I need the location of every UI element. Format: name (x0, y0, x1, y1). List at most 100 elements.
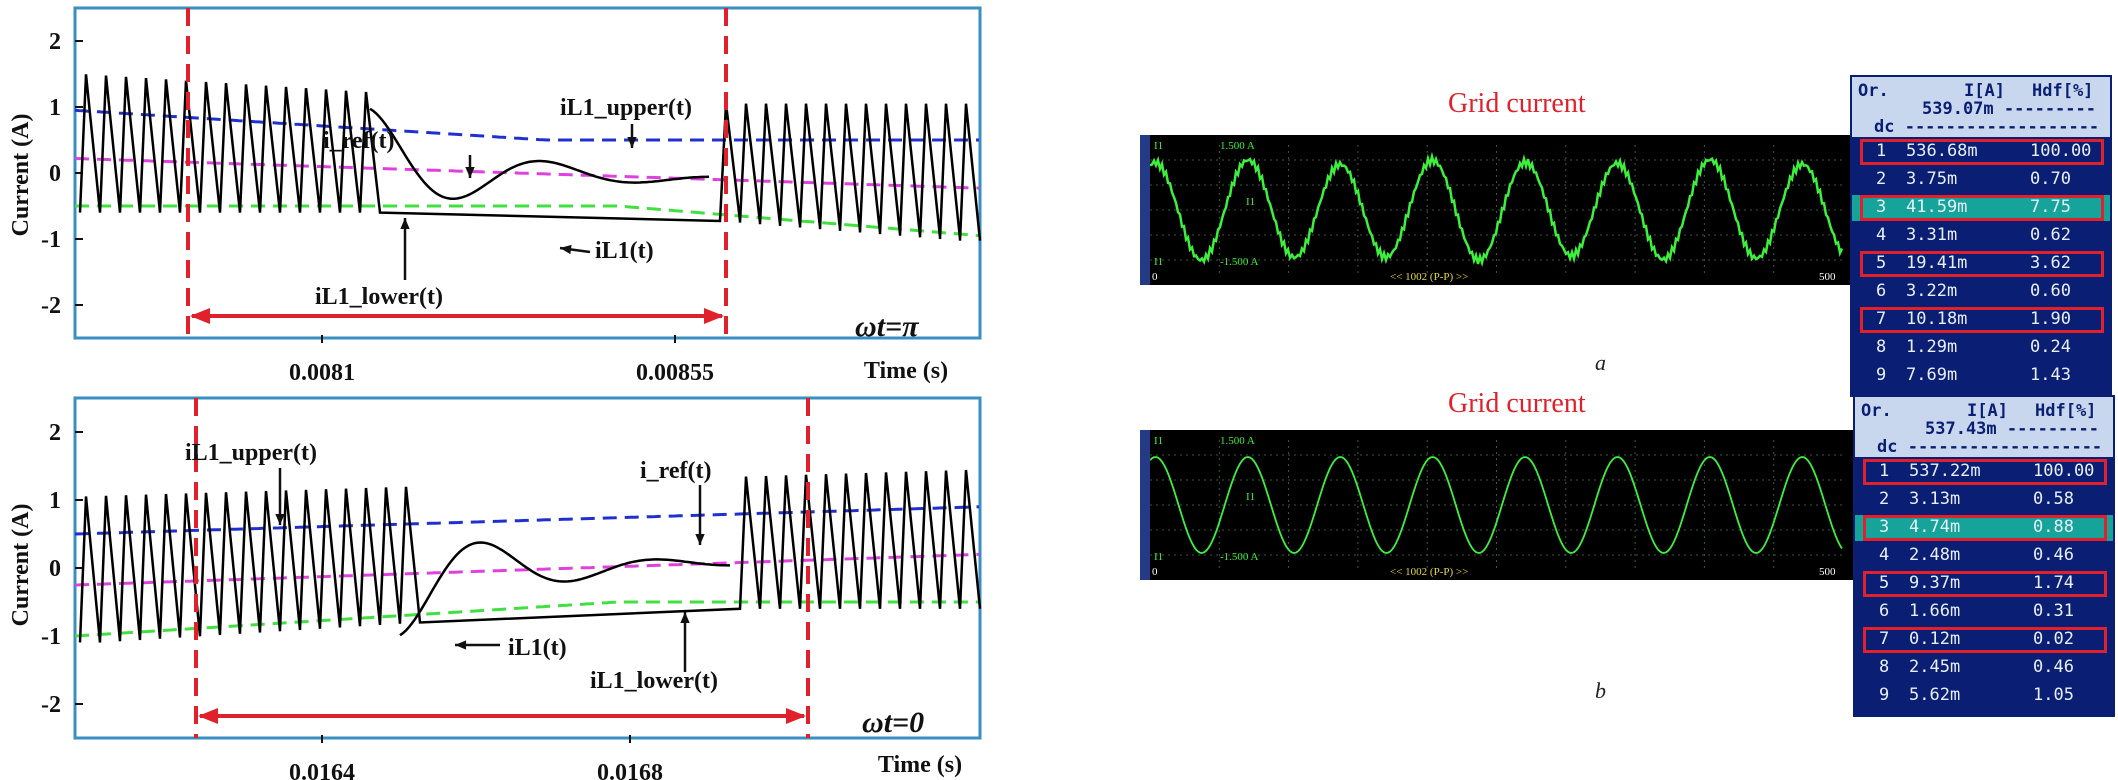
harmonic-row: 3 41.59m 7.75 (1852, 195, 2110, 221)
chart1-annot-iref: i_ref(t) (323, 128, 395, 154)
scope-footer: << 1002 (P-P) >> (1390, 271, 1468, 283)
harmonic-hdf: 0.60 (2030, 281, 2071, 301)
harmonic-row: 9 5.62m 1.05 (1855, 683, 2113, 709)
scope-scale-top: 1.500 A (1220, 140, 1255, 152)
c2-iL1-series (78, 469, 982, 643)
annotation-arrow-head (465, 166, 475, 178)
c1-iL1-transient (369, 107, 710, 201)
c1-ytick-label: -2 (41, 293, 61, 319)
column-header: Hdf[%] (2035, 401, 2097, 421)
scope-top-label: I1 (1154, 435, 1163, 447)
harmonic-current: 3.22m (1906, 281, 1958, 301)
chart1-x-label: Time (s) (864, 358, 948, 384)
c2-iL1-transient (399, 541, 730, 637)
harmonic-order: 6 (1879, 601, 1890, 621)
caption-a: a (1595, 350, 1606, 375)
harmonic-current: 2.48m (1909, 545, 1961, 565)
harmonic-order: 5 (1879, 573, 1890, 593)
highlight-box (1860, 195, 2104, 221)
c2-xtick-label: 0.0168 (597, 760, 663, 780)
harmonic-hdf: 0.46 (2033, 545, 2074, 565)
harmonic-current: 3.75m (1906, 169, 1958, 189)
c1-arrow-head-left (190, 308, 210, 324)
chart2-annot-il1: iL1(t) (508, 635, 567, 661)
harmonic-current: 19.41m (1906, 253, 1968, 273)
chart1-y-ticks: 2 1 0 -1 -2 (41, 29, 83, 319)
scope-mid-label: I1 (1246, 196, 1255, 208)
c2-ytick-label: -2 (41, 692, 61, 718)
table-header: Or. I[A] Hdf[%] 539.07m --------- dc -------… (1852, 77, 2110, 137)
harmonic-order: 9 (1879, 685, 1890, 705)
highlight-box (1863, 571, 2107, 597)
table-header: Or. I[A] Hdf[%] 537.43m --------- dc -------… (1855, 397, 2113, 457)
c2-lower-series (74, 600, 979, 638)
c1-upper-series (74, 108, 979, 142)
chart2-lines (74, 469, 982, 643)
c1-xtick-label: 0.0081 (289, 360, 355, 386)
harmonic-hdf: 1.43 (2030, 365, 2071, 385)
harmonic-row: 6 1.66m 0.31 (1855, 599, 2113, 625)
annotation-arrow-head (275, 513, 285, 525)
harmonic-current: 3.31m (1906, 225, 1958, 245)
harmonic-current: 0.12m (1909, 629, 1961, 649)
harmonic-current: 9.37m (1909, 573, 1961, 593)
scope-b-plot: I1 1.500 A I1 -1.500 A I1 << 1002 (P-P) >> 0 50… (1149, 435, 1843, 578)
c2-ytick-label: 2 (49, 420, 61, 446)
c2-upper-series (74, 505, 980, 536)
grid-current-title-b: Grid current (1448, 388, 1586, 419)
harmonic-order: 6 (1876, 281, 1887, 301)
harmonic-current: 41.59m (1906, 197, 1968, 217)
harmonic-order: 1 (1879, 461, 1890, 481)
harmonic-order: 8 (1876, 337, 1887, 357)
harmonic-table-b: Or. I[A] Hdf[%] 537.43m --------- dc -------… (1853, 395, 2115, 717)
scope-x-start: 0 (1152, 271, 1158, 283)
harmonic-order: 4 (1879, 545, 1890, 565)
column-header: Or. (1861, 401, 1892, 421)
harmonic-hdf: 0.31 (2033, 601, 2074, 621)
harmonic-hdf: 3.62 (2030, 253, 2071, 273)
c2-ytick-label: -1 (41, 624, 61, 650)
harmonic-current: 3.13m (1909, 489, 1961, 509)
c1-xtick-label: 0.00855 (636, 360, 714, 386)
chart1-annot-upper: iL1_upper(t) (560, 95, 692, 121)
harmonic-row: 1 536.68m 100.00 (1852, 139, 2110, 165)
c1-arrow-head-right (704, 308, 724, 324)
harmonic-hdf: 1.90 (2030, 309, 2071, 329)
harmonic-hdf: 0.58 (2033, 489, 2074, 509)
highlight-box (1863, 515, 2107, 541)
highlight-box (1863, 627, 2107, 653)
harmonic-row: 7 0.12m 0.02 (1855, 627, 2113, 653)
harmonic-order: 4 (1876, 225, 1887, 245)
chart2-markers (194, 398, 810, 738)
chart2-x-ticks: 0.0164 0.0168 (289, 735, 663, 780)
harmonic-hdf: 100.00 (2030, 141, 2092, 161)
chart1-condition: ωt=π (855, 310, 919, 343)
caption-b: b (1595, 678, 1606, 703)
chart1-y-label: Current (A) (8, 114, 34, 237)
harmonic-order: 1 (1876, 141, 1887, 161)
column-header: Hdf[%] (2032, 81, 2094, 101)
harmonic-hdf: 7.75 (2030, 197, 2071, 217)
harmonic-row: 9 7.69m 1.43 (1852, 363, 2110, 389)
dc-label: dc ------------------- (1874, 117, 2100, 137)
scope-waveform (1149, 151, 1844, 268)
harmonic-hdf: 0.24 (2030, 337, 2071, 357)
annotation-arrow-head (455, 640, 467, 650)
harmonic-row: 4 2.48m 0.46 (1855, 543, 2113, 569)
total-current: 539.07m --------- (1922, 99, 2096, 119)
harmonic-hdf: 0.70 (2030, 169, 2071, 189)
chart2-annot-iref: i_ref(t) (640, 458, 712, 484)
c2-xtick-label: 0.0164 (289, 760, 355, 780)
harmonic-hdf: 0.62 (2030, 225, 2071, 245)
scope-bottom-label: I1 (1154, 256, 1163, 268)
grid-current-title-a: Grid current (1448, 88, 1586, 119)
chart1-x-ticks: 0.0081 0.00855 (289, 335, 714, 386)
scope-a-plot: I1 1.500 A I1 -1.500 A I1 << 1002 (P-P) >> 0 50… (1149, 140, 1844, 283)
harmonic-hdf: 0.02 (2033, 629, 2074, 649)
harmonic-row: 7 10.18m 1.90 (1852, 307, 2110, 333)
dc-label: dc ------------------- (1877, 437, 2103, 457)
c2-ytick-label: 1 (49, 488, 61, 514)
column-header: Or. (1858, 81, 1889, 101)
harmonic-current: 536.68m (1906, 141, 1978, 161)
harmonic-row: 5 9.37m 1.74 (1855, 571, 2113, 597)
